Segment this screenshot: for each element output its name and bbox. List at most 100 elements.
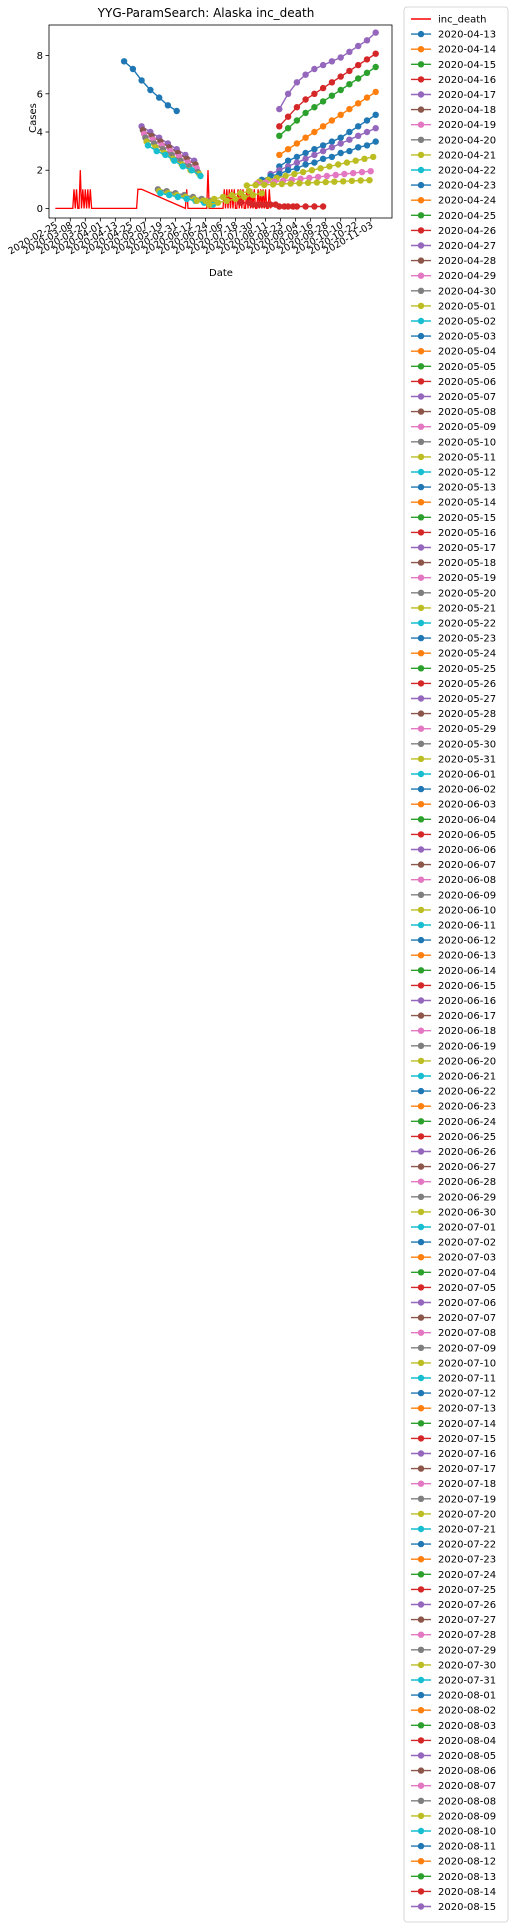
legend-label-2020-08-01: 2020-08-01: [438, 1691, 496, 1702]
data-point-2020-08-11: [284, 157, 292, 164]
data-point-2020-08-01: [346, 147, 353, 155]
legend-marker-2020-06-14: [417, 967, 425, 974]
data-point-2020-07-25: [293, 203, 301, 210]
data-point-2020-08-12: [311, 128, 318, 136]
legend-marker-2020-07-02: [417, 1238, 425, 1246]
data-point-2020-06-20: [214, 199, 222, 206]
data-point-2020-08-13: [355, 75, 362, 82]
legend-label-2020-08-12: 2020-08-12: [438, 1857, 496, 1868]
data-point-2020-04-13: [173, 107, 180, 115]
data-point-2020-07-20: [348, 177, 356, 185]
data-point-2020-08-13: [293, 117, 301, 124]
legend-label-2020-04-29: 2020-04-29: [438, 271, 496, 282]
legend-marker-2020-06-22: [417, 1087, 425, 1095]
legend-label-2020-07-08: 2020-07-08: [438, 1328, 496, 1339]
legend-label-2020-05-22: 2020-05-22: [438, 619, 496, 630]
legend-label-2020-05-11: 2020-05-11: [438, 452, 496, 463]
data-point-2020-07-20: [296, 180, 303, 187]
data-point-2020-05-02: [162, 151, 169, 159]
data-point-2020-08-01: [311, 159, 318, 166]
legend-marker-2020-07-22: [417, 1540, 425, 1548]
data-point-2020-07-28: [306, 174, 313, 182]
data-point-2020-08-13: [328, 92, 336, 99]
legend-marker-2020-05-05: [417, 363, 425, 370]
legend-marker-2020-05-24: [417, 650, 425, 657]
data-point-2020-08-05: [346, 136, 353, 143]
legend-label-2020-07-29: 2020-07-29: [438, 1645, 496, 1656]
legend-marker-2020-07-03: [417, 1254, 425, 1261]
legend-label-2020-05-18: 2020-05-18: [438, 558, 496, 569]
x-axis-label: Date: [209, 268, 233, 279]
legend-label-2020-08-07: 2020-08-07: [438, 1781, 496, 1792]
legend-label-2020-05-08: 2020-05-08: [438, 407, 496, 418]
legend-marker-2020-06-01: [417, 770, 425, 778]
legend-label-2020-05-19: 2020-05-19: [438, 573, 496, 584]
legend-marker-2020-08-03: [417, 1722, 425, 1729]
legend-label-2020-06-23: 2020-06-23: [438, 1102, 496, 1113]
legend-label-2020-06-15: 2020-06-15: [438, 981, 496, 992]
legend-label-2020-06-20: 2020-06-20: [438, 1056, 496, 1067]
legend-marker-2020-07-31: [417, 1676, 425, 1684]
data-point-2020-08-01: [328, 153, 336, 161]
legend-label-2020-05-09: 2020-05-09: [438, 422, 496, 433]
data-point-2020-05-02: [197, 172, 204, 180]
data-point-2020-08-05: [302, 155, 309, 162]
data-point-2020-08-01: [302, 161, 309, 168]
legend-label-2020-07-25: 2020-07-25: [438, 1585, 496, 1596]
legend-marker-2020-05-30: [417, 740, 425, 747]
legend-label-2020-06-08: 2020-06-08: [438, 875, 496, 886]
data-point-2020-07-20: [287, 180, 294, 187]
legend-label-2020-04-18: 2020-04-18: [438, 105, 496, 116]
data-point-2020-08-01: [355, 144, 362, 151]
legend-label-2020-08-09: 2020-08-09: [438, 1811, 496, 1822]
data-point-2020-08-12: [284, 146, 292, 153]
data-point-2020-06-20: [249, 191, 257, 199]
legend-label-2020-06-25: 2020-06-25: [438, 1132, 496, 1143]
legend-label-2020-07-10: 2020-07-10: [438, 1358, 496, 1369]
legend-marker-2020-07-14: [417, 1420, 425, 1427]
legend-label-2020-06-21: 2020-06-21: [438, 1072, 496, 1083]
legend-marker-2020-06-13: [417, 952, 425, 959]
data-point-2020-08-12: [355, 100, 362, 107]
legend-marker-2020-05-03: [417, 332, 425, 340]
data-point-2020-08-01: [293, 165, 301, 172]
data-point-2020-08-13: [302, 109, 309, 117]
legend-marker-2020-06-29: [417, 1193, 425, 1201]
legend-label-2020-05-26: 2020-05-26: [438, 679, 496, 690]
data-point-2020-06-20: [206, 201, 213, 208]
legend-marker-2020-05-06: [417, 378, 425, 385]
legend-marker-2020-05-10: [417, 438, 425, 445]
legend-label-2020-04-25: 2020-04-25: [438, 211, 496, 222]
legend-marker-2020-05-28: [417, 710, 425, 717]
data-point-2020-07-25: [276, 203, 283, 210]
legend-marker-2020-05-20: [417, 589, 425, 596]
legend-marker-2020-05-19: [417, 574, 425, 581]
legend-label-2020-06-02: 2020-06-02: [438, 785, 496, 796]
legend-marker-2020-06-05: [417, 831, 425, 838]
legend-label-2020-06-18: 2020-06-18: [438, 1026, 496, 1037]
data-point-2020-08-11: [328, 138, 336, 145]
legend-marker-2020-06-03: [417, 801, 425, 808]
data-point-2020-08-11: [293, 153, 301, 161]
data-point-2020-08-13: [284, 125, 292, 132]
legend-label-2020-05-01: 2020-05-01: [438, 301, 496, 312]
data-point-2020-07-30: [326, 163, 333, 170]
legend-marker-2020-05-15: [417, 514, 425, 521]
legend-label-2020-04-16: 2020-04-16: [438, 75, 496, 86]
legend-marker-2020-05-22: [417, 619, 425, 627]
axes-frame: [48, 24, 393, 219]
legend-marker-2020-07-11: [417, 1374, 425, 1382]
data-point-2020-08-05: [311, 151, 318, 159]
data-point-2020-05-02: [171, 157, 178, 164]
legend-label-2020-08-03: 2020-08-03: [438, 1721, 496, 1732]
data-point-2020-08-14: [293, 104, 301, 111]
data-point-2020-04-13: [138, 77, 145, 84]
legend-marker-2020-06-19: [417, 1042, 425, 1050]
data-point-2020-07-20: [252, 181, 259, 189]
data-point-2020-08-12: [346, 105, 353, 113]
legend-label-2020-06-17: 2020-06-17: [438, 1011, 496, 1022]
legend-label-2020-07-07: 2020-07-07: [438, 1313, 496, 1324]
legend-label-2020-08-10: 2020-08-10: [438, 1827, 496, 1838]
legend-marker-2020-06-23: [417, 1103, 425, 1110]
legend-marker-2020-07-29: [417, 1646, 425, 1654]
